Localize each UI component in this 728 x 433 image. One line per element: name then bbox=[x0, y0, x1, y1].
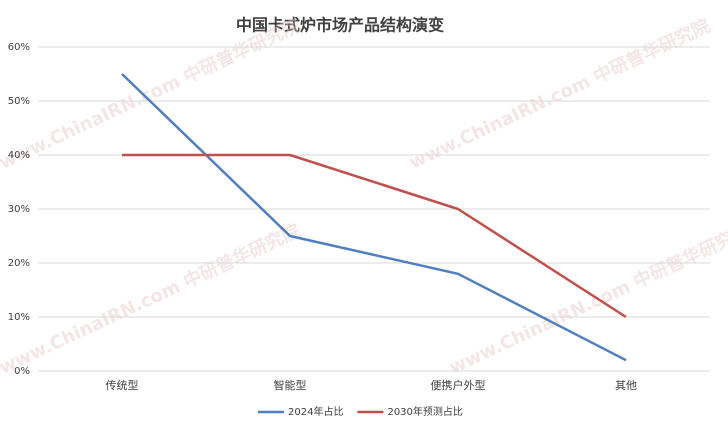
y-tick-label: 40% bbox=[8, 150, 30, 161]
chart-title: 中国卡式炉市场产品结构演变 bbox=[236, 16, 444, 35]
watermark: www.ChinaIRN.com 中研普华研究院 bbox=[0, 220, 303, 379]
y-tick-label: 30% bbox=[8, 204, 30, 215]
watermark: www.ChinaIRN.com 中研普华研究院 bbox=[406, 15, 714, 174]
watermark: www.ChinaIRN.com 中研普华研究院 bbox=[446, 220, 728, 379]
y-tick-label: 20% bbox=[8, 258, 30, 269]
y-tick-label: 10% bbox=[8, 312, 30, 323]
x-tick-label: 传统型 bbox=[106, 378, 139, 392]
x-tick-label: 便携户外型 bbox=[431, 378, 486, 392]
y-tick-label: 0% bbox=[14, 366, 30, 377]
x-tick-label: 其他 bbox=[615, 379, 637, 392]
watermark: www.ChinaIRN.com 中研普华研究院 bbox=[0, 15, 303, 174]
series-line bbox=[122, 153, 627, 319]
legend-label: 2024年占比 bbox=[288, 405, 343, 418]
y-tick-label: 60% bbox=[8, 42, 30, 53]
legend-label: 2030年预测占比 bbox=[387, 405, 462, 418]
y-tick-label: 50% bbox=[8, 96, 30, 107]
x-tick-label: 智能型 bbox=[274, 378, 307, 392]
